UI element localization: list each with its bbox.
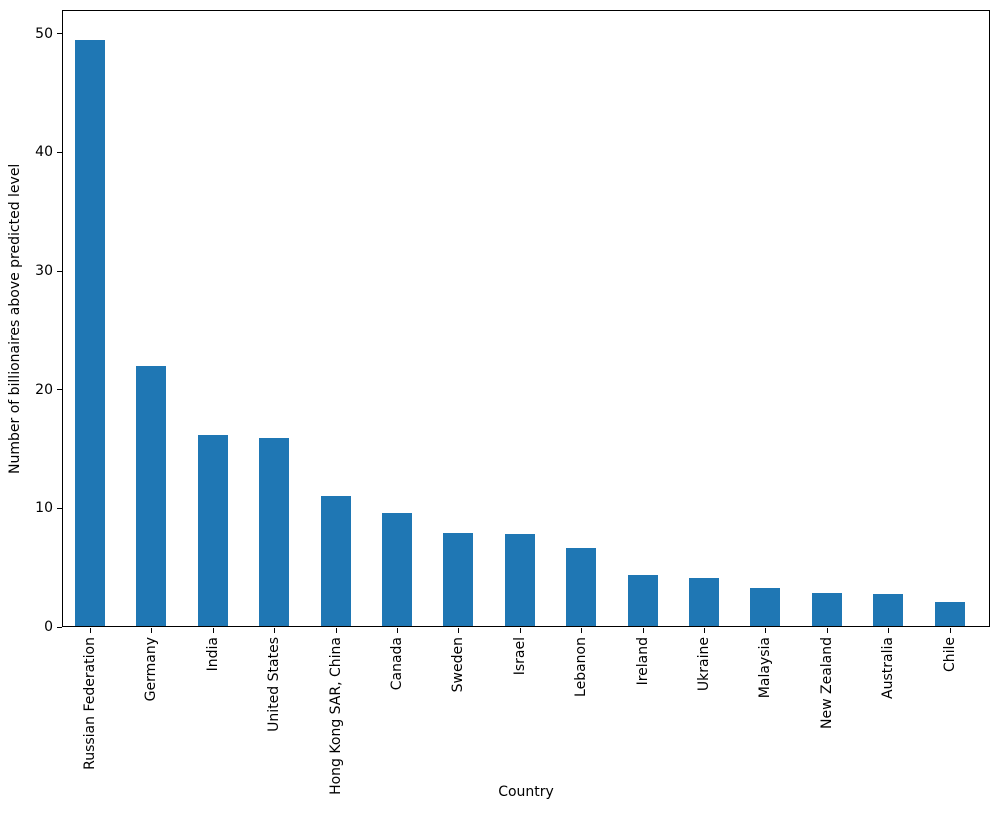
bar-russian-federation (75, 39, 105, 627)
x-axis-label: Country (498, 784, 554, 800)
bar-sweden (443, 533, 474, 627)
bar-ireland (627, 574, 658, 627)
x-category-label-australia: Australia (880, 637, 897, 699)
x-tick-mark (519, 628, 521, 633)
x-tick-mark (949, 628, 951, 633)
x-tick-mark (90, 628, 91, 633)
x-category-label-chile: Chile (941, 637, 958, 673)
bar-new-zealand (811, 592, 842, 627)
x-category-label-new-zealand: New Zealand (818, 637, 835, 729)
bar-united-states (259, 438, 290, 627)
bar-hong-kong-sar-china (320, 496, 351, 627)
x-category-label-united-states: United States (266, 637, 283, 732)
x-category-label-india: India (204, 637, 221, 672)
x-tick-mark (765, 628, 767, 633)
bar-chile (934, 602, 965, 627)
bar-india (197, 434, 228, 627)
y-tick-mark (57, 507, 62, 509)
x-tick-mark (274, 628, 276, 633)
y-tick-label: 20 (35, 381, 53, 398)
x-category-label-lebanon: Lebanon (573, 637, 590, 697)
x-category-label-germany: Germany (143, 637, 160, 702)
x-category-label-russian-federation: Russian Federation (82, 637, 98, 770)
x-category-label-sweden: Sweden (450, 637, 467, 693)
x-tick-mark (151, 628, 153, 633)
y-tick-label: 10 (35, 500, 53, 517)
bar-malaysia (750, 587, 781, 627)
x-tick-mark (458, 628, 460, 633)
y-tick-label: 30 (35, 263, 53, 280)
x-category-label-malaysia: Malaysia (757, 637, 774, 699)
x-tick-mark (581, 628, 583, 633)
y-tick-mark (57, 151, 62, 153)
x-tick-mark (888, 628, 890, 633)
y-tick-label: 0 (44, 619, 53, 635)
x-tick-mark (704, 628, 705, 633)
bar-germany (136, 365, 167, 627)
y-tick-mark (57, 270, 62, 272)
x-category-label-canada: Canada (389, 637, 405, 691)
y-tick-mark (57, 626, 62, 628)
y-axis-label: Number of billionaires above predicted l… (7, 163, 23, 474)
x-tick-mark (212, 628, 214, 633)
x-category-label-israel: Israel (511, 637, 528, 676)
bar-israel (504, 534, 535, 627)
bar-australia (873, 593, 904, 627)
y-tick-mark (57, 33, 62, 35)
x-category-label-ukraine: Ukraine (696, 637, 712, 692)
y-tick-mark (57, 389, 62, 391)
x-tick-mark (397, 628, 398, 633)
x-category-label-hong-kong-sar-china: Hong Kong SAR, China (327, 637, 344, 795)
x-tick-mark (826, 628, 828, 633)
y-tick-label: 50 (35, 25, 53, 42)
bar-canada (382, 513, 412, 627)
bar-ukraine (689, 578, 719, 627)
x-tick-mark (642, 628, 644, 633)
y-tick-label: 40 (35, 144, 53, 161)
x-tick-mark (335, 628, 337, 633)
bar-lebanon (566, 547, 597, 627)
x-category-label-ireland: Ireland (634, 637, 651, 686)
